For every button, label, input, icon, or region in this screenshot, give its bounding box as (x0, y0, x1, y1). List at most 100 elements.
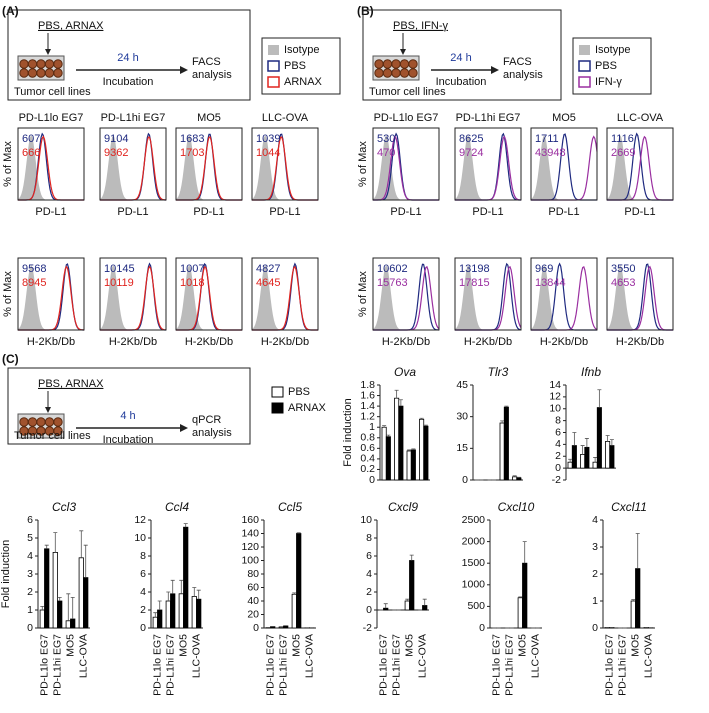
x-tick-label: LLC-OVA (416, 634, 428, 678)
bar (580, 454, 586, 469)
arrow-head (491, 66, 499, 74)
mfi-value: 4645 (256, 277, 280, 289)
error-bar (609, 439, 614, 446)
cell (399, 68, 410, 78)
error-bar (522, 541, 527, 564)
plot-frame (99, 257, 167, 331)
y-tick-label: 3 (592, 541, 598, 553)
error-bar (83, 544, 88, 578)
bar (70, 618, 76, 629)
mfi-value: 1703 (180, 147, 204, 159)
error-bar (411, 448, 416, 450)
plot-title: LLC-OVA (262, 112, 309, 124)
bar (609, 445, 615, 469)
mfi-value: 10602 (377, 263, 408, 275)
mfi-value: 969 (535, 263, 553, 275)
readout: FACS (503, 56, 532, 68)
arrow-head (180, 66, 188, 74)
bar (517, 597, 523, 629)
error-bar (382, 425, 387, 428)
mfi-value: 8625 (459, 133, 483, 145)
chart-title: Tlr3 (488, 365, 509, 379)
bar (383, 607, 389, 611)
error-bar (394, 389, 399, 399)
error-bar (500, 420, 505, 423)
error-bar (398, 399, 403, 407)
plot-frame (175, 127, 243, 201)
error-bar (183, 523, 188, 528)
y-tick-label: 4 (27, 550, 33, 562)
plot-frame (251, 257, 319, 331)
y-tick-label: 1.2 (360, 410, 375, 422)
y-tick-label: 4 (366, 568, 372, 580)
x-tick-label: LLC-OVA (303, 634, 315, 678)
marker-label: PD-L1 (624, 206, 655, 218)
y-tick-label: 45 (456, 379, 468, 391)
mfi-value: 9724 (459, 147, 483, 159)
legend-label: PBS (284, 60, 306, 72)
bar (516, 477, 522, 481)
cell (36, 59, 46, 69)
y-axis-label: % of Max (2, 271, 14, 317)
plot-frame (530, 257, 598, 331)
error-bar (419, 417, 424, 420)
error-bar (40, 606, 45, 610)
error-bar (53, 532, 58, 553)
bar (584, 446, 590, 469)
y-tick-label: 2500 (462, 514, 486, 526)
x-tick-label: MO5 (177, 634, 189, 657)
x-tick-label: MO5 (403, 634, 415, 657)
y-tick-label: 2 (555, 450, 561, 462)
schematic-box (362, 9, 562, 101)
time: 24 h (450, 52, 471, 64)
legend-label: Isotype (284, 44, 319, 56)
treatment: PBS, ARNAX (38, 378, 104, 390)
error-bar (422, 598, 427, 606)
legend-swatch (578, 60, 591, 72)
bar (191, 596, 197, 629)
y-tick-label: -2 (552, 474, 561, 486)
y-tick-label: 5 (27, 532, 33, 544)
y-tick-label: 8 (555, 414, 561, 426)
chart-title: Ccl4 (165, 500, 189, 514)
bar (398, 405, 404, 481)
schematic-box (7, 367, 251, 445)
cell (36, 417, 46, 427)
x-tick-label: PD-L1hi EG7 (164, 634, 176, 696)
bar (394, 397, 400, 481)
bar (183, 526, 189, 629)
y-axis-label: Fold induction (342, 398, 354, 467)
bar (165, 600, 171, 629)
y-tick-label: 14 (549, 379, 561, 391)
legend-swatch (271, 402, 284, 414)
mfi-value: 10119 (104, 277, 134, 289)
error-bar (409, 554, 414, 561)
error-bar (79, 530, 84, 558)
y-tick-label: 160 (241, 514, 259, 526)
y-tick-label: 1 (27, 604, 33, 616)
error-bar (504, 405, 509, 408)
y-tick-label: 0 (253, 622, 259, 634)
plot-frame (530, 127, 598, 201)
marker-label: PD-L1 (193, 206, 224, 218)
error-bar (44, 544, 49, 549)
cell (53, 417, 63, 427)
y-tick-label: 12 (549, 391, 561, 403)
marker-label: H-2Kb/Db (464, 336, 512, 348)
mfi-value: 607 (22, 133, 40, 145)
bar (635, 568, 641, 629)
x-tick-label: PD-L1lo EG7 (603, 634, 615, 696)
bar (52, 552, 58, 629)
cell (27, 417, 38, 427)
mfi-value: 15763 (377, 277, 408, 289)
y-tick-label: 40 (247, 595, 259, 607)
isotype-histogram (252, 135, 318, 200)
x-tick-label: MO5 (516, 634, 528, 657)
mfi-value: 10145 (104, 263, 135, 275)
legend-label: ARNAX (284, 76, 323, 88)
cell (27, 59, 38, 69)
mfi-value: 17815 (459, 277, 490, 289)
legend-label: ARNAX (288, 402, 327, 414)
bar (567, 461, 573, 469)
y-tick-label: 6 (140, 568, 146, 580)
